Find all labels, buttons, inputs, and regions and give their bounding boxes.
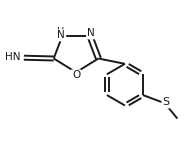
Text: HN: HN bbox=[5, 52, 20, 62]
Text: O: O bbox=[72, 70, 80, 80]
Text: S: S bbox=[163, 97, 170, 107]
Text: N: N bbox=[57, 30, 65, 40]
Text: N: N bbox=[87, 28, 95, 38]
Text: H: H bbox=[57, 27, 64, 37]
